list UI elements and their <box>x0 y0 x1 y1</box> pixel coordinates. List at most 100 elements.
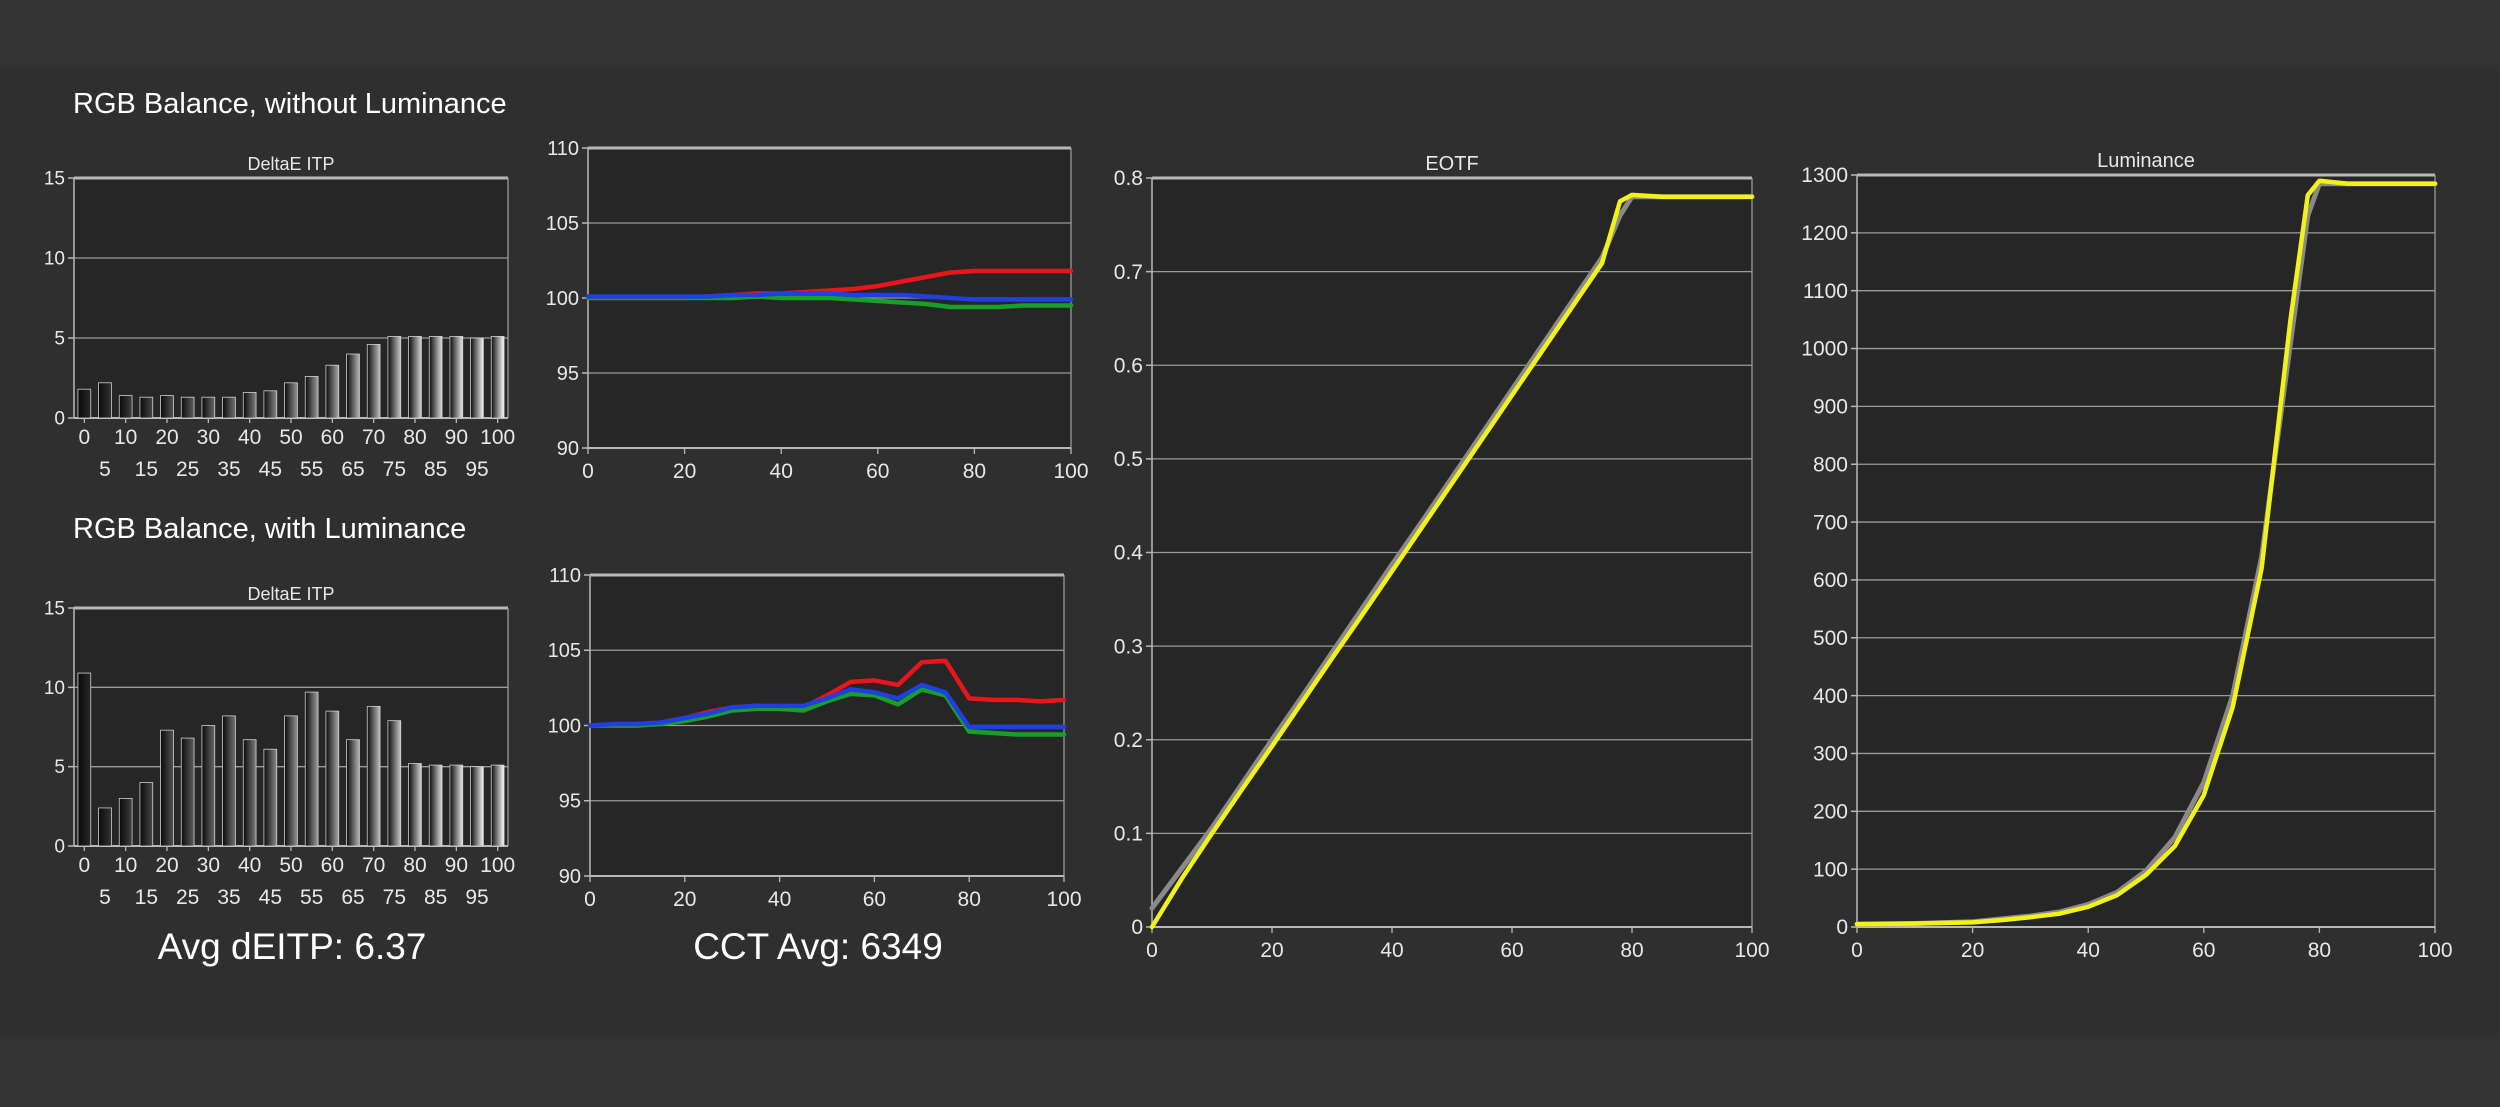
x-tick-label: 35 <box>217 458 240 481</box>
bar-10 <box>118 798 133 847</box>
x-tick-label: 0 <box>1851 939 1863 962</box>
chart-title: EOTF <box>1425 153 1478 175</box>
plot-area <box>1857 175 2435 927</box>
x-tick-label: 50 <box>279 854 302 877</box>
x-tick-label: 30 <box>197 854 220 877</box>
series-line-measured <box>1854 178 2438 927</box>
bar-65 <box>346 353 360 419</box>
bar-85 <box>428 335 443 419</box>
x-tick-label: 20 <box>673 888 696 911</box>
plot-area <box>74 178 508 418</box>
x-tick-label: 95 <box>465 886 488 909</box>
chart-title: DeltaE ITP <box>247 584 334 604</box>
bar-50 <box>284 715 298 847</box>
y-tick-label: 0.6 <box>1114 354 1143 377</box>
bar-95 <box>470 337 484 419</box>
bar-60 <box>325 364 340 419</box>
y-tick-label: 0.4 <box>1114 542 1144 565</box>
bar-30 <box>201 396 216 419</box>
y-tick-label: 105 <box>548 640 581 662</box>
x-tick-label: 15 <box>135 886 158 909</box>
x-tick-label: 40 <box>770 460 793 483</box>
bar-15 <box>139 396 154 419</box>
x-tick-label: 80 <box>403 854 426 877</box>
y-tick-label: 400 <box>1813 685 1848 708</box>
series-line-blue <box>585 291 1074 302</box>
section-title-with-luminance: RGB Balance, with Luminance <box>73 513 467 545</box>
y-tick-label: 600 <box>1813 569 1848 592</box>
y-tick-label: 10 <box>44 248 65 269</box>
y-tick-label: 90 <box>559 866 581 888</box>
x-tick-label: 100 <box>480 854 515 877</box>
x-tick-label: 100 <box>1053 460 1088 483</box>
bar-80 <box>408 335 422 419</box>
y-tick-label: 95 <box>557 363 579 385</box>
bar-10 <box>118 395 133 419</box>
bar-85 <box>428 764 443 847</box>
bar-15 <box>139 782 154 847</box>
x-tick-label: 0 <box>582 460 594 483</box>
y-tick-label: 1300 <box>1801 164 1848 187</box>
x-tick-label: 95 <box>465 458 488 481</box>
y-tick-label: 100 <box>1813 858 1848 881</box>
bar-35 <box>222 715 236 847</box>
x-tick-label: 10 <box>114 426 137 449</box>
x-tick-label: 60 <box>866 460 889 483</box>
bar-90 <box>449 335 464 419</box>
bar-70 <box>366 705 381 847</box>
x-tick-label: 5 <box>99 458 111 481</box>
x-tick-label: 100 <box>2417 939 2452 962</box>
x-tick-label: 60 <box>2192 939 2215 962</box>
x-tick-label: 90 <box>445 426 468 449</box>
x-tick-label: 20 <box>155 854 178 877</box>
y-tick-label: 105 <box>546 213 579 235</box>
bar-80 <box>408 763 422 847</box>
x-tick-label: 40 <box>2077 939 2100 962</box>
x-tick-label: 40 <box>238 854 261 877</box>
x-tick-label: 100 <box>480 426 515 449</box>
section-title-without-luminance: RGB Balance, without Luminance <box>73 88 507 120</box>
y-tick-label: 0.2 <box>1114 729 1143 752</box>
x-tick-label: 10 <box>114 854 137 877</box>
y-tick-label: 100 <box>546 288 579 310</box>
bar-100 <box>490 764 505 847</box>
bar-50 <box>284 382 298 419</box>
y-tick-label: 0 <box>54 408 65 429</box>
y-tick-label: 110 <box>547 138 579 160</box>
x-tick-label: 30 <box>197 426 220 449</box>
x-tick-label: 40 <box>238 426 261 449</box>
bar-40 <box>242 391 257 419</box>
y-tick-label: 0.5 <box>1114 448 1143 471</box>
x-tick-label: 70 <box>362 426 385 449</box>
x-tick-label: 85 <box>424 458 447 481</box>
y-tick-label: 200 <box>1813 801 1848 824</box>
bar-20 <box>160 729 174 847</box>
bar-70 <box>366 343 381 419</box>
avg-deitp-stat: Avg dEITP: 6.37 <box>157 926 427 967</box>
x-tick-label: 35 <box>217 886 240 909</box>
bar-75 <box>387 720 402 847</box>
y-tick-label: 1200 <box>1801 222 1848 245</box>
x-tick-label: 0 <box>1146 939 1158 962</box>
bar-60 <box>325 710 340 847</box>
x-tick-label: 60 <box>321 426 344 449</box>
x-tick-label: 60 <box>321 854 344 877</box>
bar-100 <box>490 335 505 419</box>
y-tick-label: 700 <box>1813 511 1848 534</box>
x-tick-label: 80 <box>2308 939 2331 962</box>
x-tick-label: 0 <box>78 426 90 449</box>
x-tick-label: 80 <box>403 426 426 449</box>
x-tick-label: 80 <box>1620 939 1643 962</box>
x-tick-label: 5 <box>99 886 111 909</box>
x-tick-label: 80 <box>963 460 986 483</box>
chart-rgb_top: 90 95 100 105 110 0 20 40 60 80 100 <box>546 138 1089 483</box>
x-tick-label: 65 <box>341 886 364 909</box>
x-tick-label: 20 <box>155 426 178 449</box>
chart-eotf: EOTF 0 0.1 0.2 0.3 0.4 0.5 0.6 0.7 0.8 0 20 40 60 80 10… <box>1114 153 1770 962</box>
x-tick-label: 60 <box>1500 939 1523 962</box>
bar-65 <box>346 739 360 847</box>
bar-45 <box>263 390 278 419</box>
